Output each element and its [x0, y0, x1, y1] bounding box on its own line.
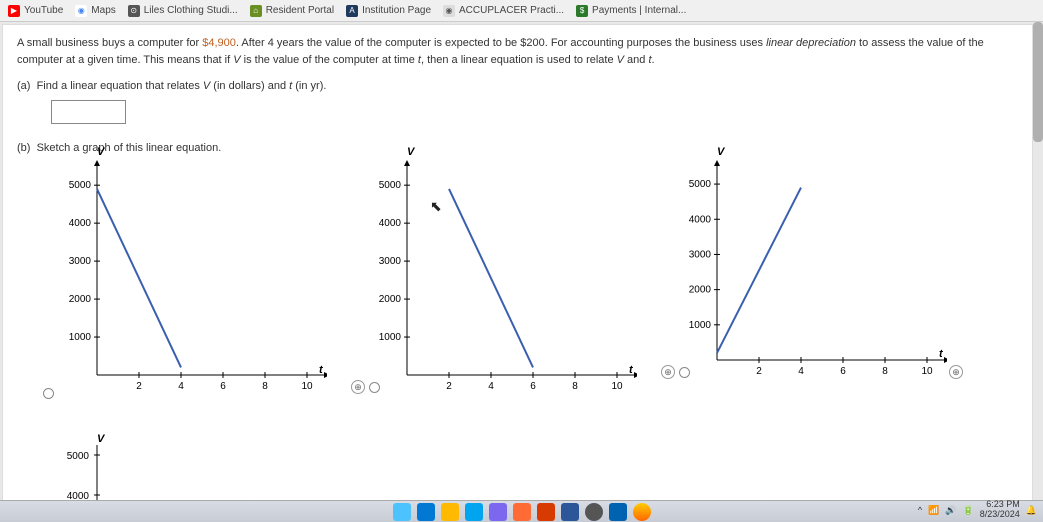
- svg-text:1000: 1000: [689, 320, 712, 331]
- bookmark-label: Payments | Internal...: [592, 5, 686, 16]
- taskbar-app-icon[interactable]: [513, 503, 531, 521]
- svg-text:4000: 4000: [69, 218, 92, 229]
- graph-4-svg: 5000 4000: [47, 435, 327, 502]
- radio-option-1[interactable]: [43, 388, 54, 399]
- taskbar-app-icon[interactable]: [441, 503, 459, 521]
- svg-text:4000: 4000: [689, 214, 712, 225]
- bookmark-youtube[interactable]: ▶ YouTube: [8, 5, 63, 17]
- bookmark-accuplacer[interactable]: ◉ ACCUPLACER Practi...: [443, 5, 564, 17]
- axis-label-t: t: [629, 364, 633, 376]
- graphs-row: V 10002000300040005000246810 t V 1000200…: [47, 160, 1018, 390]
- taskbar-app-icon[interactable]: [465, 503, 483, 521]
- clock[interactable]: 6:23 PM 8/23/2024: [980, 500, 1020, 520]
- axis-label-v: V: [717, 146, 724, 158]
- svg-text:8: 8: [572, 381, 578, 390]
- graph-option-1: V 10002000300040005000246810 t: [47, 160, 327, 390]
- notification-icon[interactable]: 🔔: [1026, 505, 1037, 516]
- svg-text:2: 2: [446, 381, 452, 390]
- bookmark-label: Liles Clothing Studi...: [144, 5, 238, 16]
- scroll-thumb[interactable]: [1033, 22, 1043, 142]
- volume-icon[interactable]: 🔊: [945, 505, 956, 516]
- vertical-scrollbar[interactable]: [1033, 22, 1043, 500]
- bookmark-label: ACCUPLACER Practi...: [459, 5, 564, 16]
- svg-text:6: 6: [220, 381, 226, 390]
- svg-text:4: 4: [178, 381, 184, 390]
- bookmark-label: Maps: [91, 5, 115, 16]
- svg-text:3000: 3000: [689, 249, 712, 260]
- system-tray: ^ 📶 🔊 🔋 6:23 PM 8/23/2024 🔔: [918, 500, 1037, 520]
- svg-text:5000: 5000: [69, 180, 92, 191]
- graph-3-svg: 1000 2000 3000 4000 5000 2 4 6 8 10: [667, 160, 947, 390]
- taskbar-app-icon[interactable]: [585, 503, 603, 521]
- svg-text:3000: 3000: [379, 256, 402, 267]
- taskbar-app-icon[interactable]: [537, 503, 555, 521]
- radio-option-2[interactable]: [369, 382, 380, 393]
- svg-text:6: 6: [530, 381, 536, 390]
- bookmark-resident[interactable]: ⌂ Resident Portal: [250, 5, 334, 17]
- svg-text:2000: 2000: [379, 294, 402, 305]
- chevron-up-icon[interactable]: ^: [918, 505, 922, 515]
- bookmark-payments[interactable]: $ Payments | Internal...: [576, 5, 686, 17]
- svg-text:2: 2: [756, 366, 762, 377]
- bookmark-label: Resident Portal: [266, 5, 334, 16]
- bookmark-label: YouTube: [24, 5, 63, 16]
- svg-text:4000: 4000: [379, 218, 402, 229]
- axis-label-v: V: [97, 146, 104, 158]
- taskbar-app-icon[interactable]: [561, 503, 579, 521]
- svg-text:10: 10: [611, 381, 623, 390]
- bookmarks-bar: ▶ YouTube ◉ Maps ⊙ Liles Clothing Studi.…: [0, 0, 1043, 22]
- axis-label-v: V: [407, 146, 414, 158]
- axis-label-t: t: [319, 364, 323, 376]
- axis-label-t: t: [939, 348, 943, 360]
- bookmark-liles[interactable]: ⊙ Liles Clothing Studi...: [128, 5, 238, 17]
- battery-icon[interactable]: 🔋: [963, 505, 974, 516]
- taskbar-app-icon[interactable]: [609, 503, 627, 521]
- radio-option-3[interactable]: [679, 367, 690, 378]
- bookmark-maps[interactable]: ◉ Maps: [75, 5, 115, 17]
- svg-text:4: 4: [798, 366, 804, 377]
- bookmark-label: Institution Page: [362, 5, 431, 16]
- taskbar-app-icon[interactable]: [393, 503, 411, 521]
- wifi-icon[interactable]: 📶: [928, 505, 939, 516]
- bookmark-institution[interactable]: A Institution Page: [346, 5, 431, 17]
- svg-text:5000: 5000: [689, 179, 712, 190]
- axis-label-v: V: [97, 433, 104, 445]
- svg-text:5000: 5000: [379, 180, 402, 191]
- svg-text:3000: 3000: [69, 256, 92, 267]
- graph-option-2: V 10002000300040005000246810 t ⊕: [357, 160, 637, 390]
- svg-text:6: 6: [840, 366, 846, 377]
- graph-option-4-partial: V 5000 4000: [47, 435, 327, 502]
- zoom-icon[interactable]: ⊕: [949, 365, 963, 379]
- svg-text:1000: 1000: [379, 332, 402, 343]
- taskbar-app-icon[interactable]: [633, 503, 651, 521]
- graph-option-3: V 10002000300040005000246810 t ⊕ ⊕: [667, 160, 947, 390]
- part-a: (a) Find a linear equation that relates …: [17, 80, 1018, 92]
- svg-text:1000: 1000: [69, 332, 92, 343]
- svg-text:8: 8: [262, 381, 268, 390]
- taskbar-icons: [393, 503, 651, 521]
- windows-taskbar: ^ 📶 🔊 🔋 6:23 PM 8/23/2024 🔔: [0, 500, 1043, 522]
- graph-1-svg: 1000 2000 3000 4000 5000 2 4 6 8 10: [47, 160, 327, 390]
- svg-text:2: 2: [136, 381, 142, 390]
- svg-text:4: 4: [488, 381, 494, 390]
- problem-statement: A small business buys a computer for $4,…: [17, 35, 1018, 68]
- answer-input[interactable]: [51, 100, 126, 124]
- svg-text:5000: 5000: [67, 451, 90, 462]
- svg-text:10: 10: [921, 366, 933, 377]
- svg-text:2000: 2000: [69, 294, 92, 305]
- svg-text:2000: 2000: [689, 285, 712, 296]
- zoom-icon[interactable]: ⊕: [351, 380, 365, 394]
- graph-2-svg: 1000 2000 3000 4000 5000 2 4 6 8 10: [357, 160, 637, 390]
- taskbar-app-icon[interactable]: [417, 503, 435, 521]
- part-b: (b) Sketch a graph of this linear equati…: [17, 142, 1018, 154]
- svg-text:8: 8: [882, 366, 888, 377]
- svg-text:10: 10: [301, 381, 313, 390]
- problem-content: A small business buys a computer for $4,…: [2, 24, 1033, 502]
- zoom-icon[interactable]: ⊕: [661, 365, 675, 379]
- taskbar-app-icon[interactable]: [489, 503, 507, 521]
